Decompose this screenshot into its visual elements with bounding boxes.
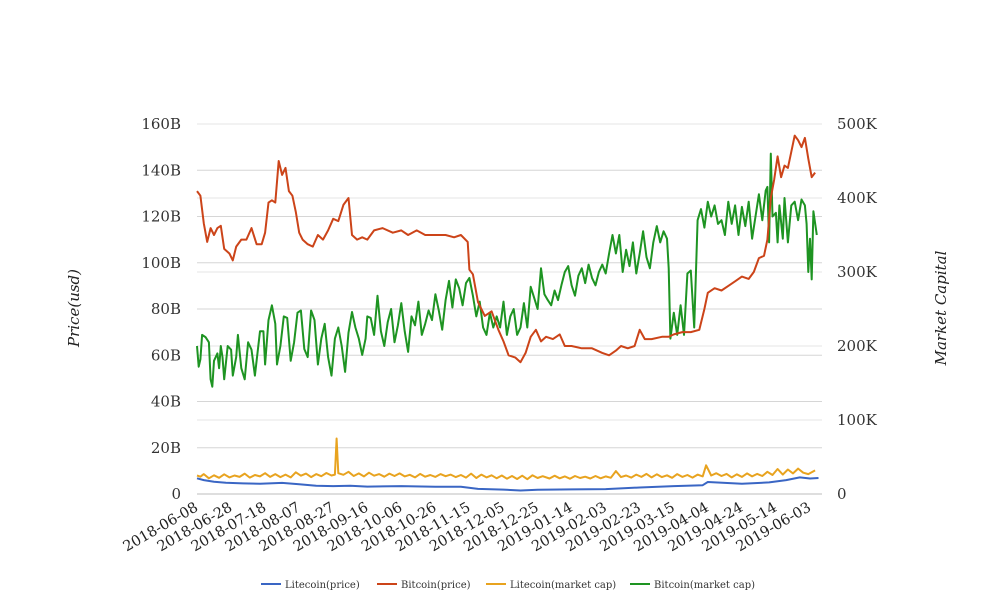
- right-axis-ticks: 0 100K 200K 300K 400K 500K: [837, 115, 878, 503]
- right-tick-label: 0: [837, 485, 847, 503]
- right-tick-label: 100K: [837, 411, 878, 429]
- legend-label: Litecoin(market cap): [510, 580, 616, 591]
- series-line-bitcoin-market-cap: [196, 152, 818, 388]
- right-tick-label: 400K: [837, 189, 878, 207]
- left-tick-label: 60B: [151, 346, 181, 364]
- series-layer: [196, 134, 819, 492]
- left-tick-label: 160B: [141, 115, 181, 133]
- left-tick-label: 0: [171, 485, 181, 503]
- right-tick-label: 200K: [837, 337, 878, 355]
- left-axis-title: Price(usd): [65, 269, 83, 348]
- left-tick-label: 20B: [151, 439, 181, 457]
- series-line-litecoin-price: [196, 476, 819, 492]
- right-tick-label: 300K: [837, 263, 878, 281]
- left-tick-label: 80B: [151, 300, 181, 318]
- right-axis-title: Market Capital: [932, 250, 950, 366]
- right-tick-label: 500K: [837, 115, 878, 133]
- x-axis-ticks: 2018-06-082018-06-282018-07-182018-08-07…: [121, 500, 814, 556]
- left-tick-label: 140B: [141, 161, 181, 179]
- legend-label: Litecoin(price): [285, 580, 360, 591]
- legend-label: Bitcoin(price): [401, 580, 471, 591]
- left-tick-label: 100B: [141, 254, 181, 272]
- left-axis-ticks: 0 20B 40B 60B 80B 100B 120B 140B 160B: [141, 115, 181, 503]
- grid: [197, 123, 822, 495]
- series-line-litecoin-market-cap: [196, 437, 816, 481]
- series-line-bitcoin-price: [196, 134, 816, 364]
- legend-label: Bitcoin(market cap): [654, 580, 755, 591]
- left-tick-label: 40B: [151, 393, 181, 411]
- left-tick-label: 120B: [141, 208, 181, 226]
- legend: Litecoin(price) Bitcoin(price) Litecoin(ma…: [261, 580, 755, 591]
